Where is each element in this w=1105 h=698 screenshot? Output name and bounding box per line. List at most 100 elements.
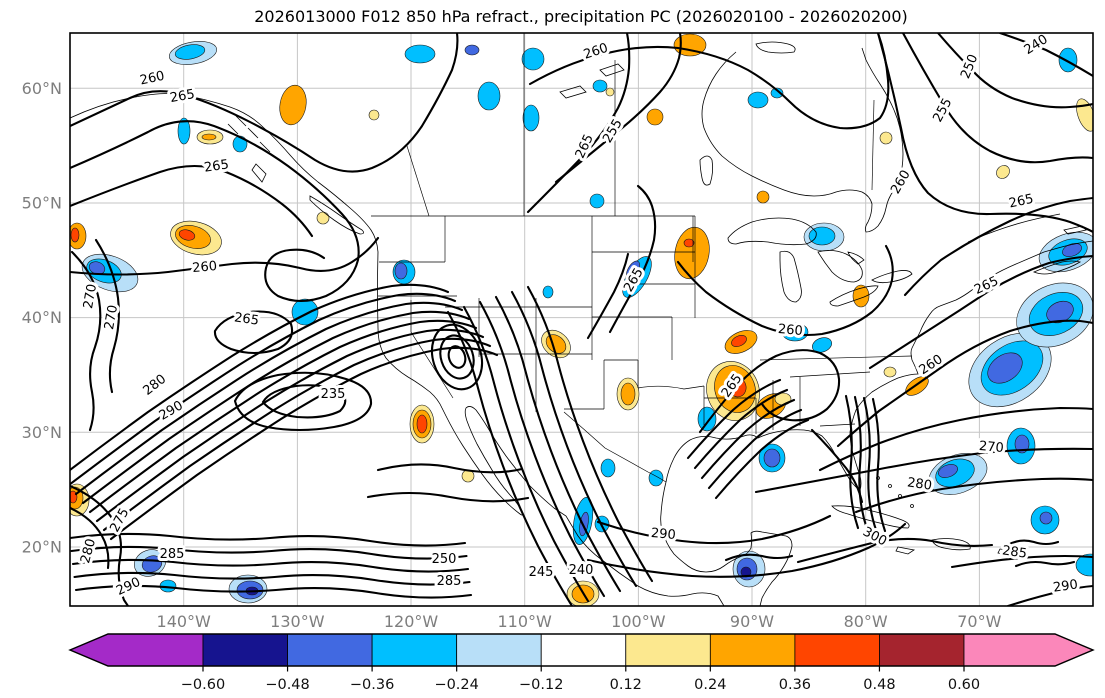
contour-label: 260: [582, 41, 610, 63]
precip-pc-patch: [70, 227, 80, 243]
x-tick-label: 100°W: [611, 612, 666, 631]
contour-label: 280: [906, 475, 933, 493]
precip-pc-patch: [996, 165, 1010, 179]
contour-label: 265: [169, 87, 196, 106]
contour-label: 255: [600, 117, 625, 146]
precip-pc-patch: [1075, 553, 1093, 577]
precip-pc-patch: [522, 104, 540, 132]
precip-pc-patch: [674, 226, 710, 280]
colorbar-segment: [540, 633, 627, 667]
contour-label: 250: [432, 552, 457, 567]
contour-label: 245: [529, 565, 554, 580]
precipitation-shading: [70, 33, 1093, 606]
contour-label: 285: [437, 574, 462, 589]
x-tick-label: 70°W: [957, 612, 1001, 631]
refractivity-contours: [70, 33, 1093, 606]
contour-label: 260: [777, 322, 803, 339]
colorbar-tick-label: −0.60: [181, 677, 225, 693]
precip-pc-patch: [620, 382, 636, 406]
x-tick-label: 140°W: [157, 612, 212, 631]
plot-frame: [69, 32, 1094, 607]
precip-pc-patch: [521, 47, 545, 71]
colorbar-segment: [625, 633, 711, 667]
contour-label: 265: [972, 274, 1001, 298]
colorbar-segment: [879, 633, 965, 667]
colorbar-tick-label: −0.36: [350, 677, 394, 693]
contour-label: 290: [1052, 577, 1079, 595]
colorbar-tick-label: 0.48: [863, 677, 895, 693]
precip-pc-patch: [770, 87, 784, 99]
precip-pc-patch: [279, 84, 307, 126]
precip-pc-patch: [1039, 511, 1053, 525]
precip-pc-patch: [477, 81, 501, 111]
precip-pc-patch: [592, 79, 608, 93]
precip-pc-patch: [648, 469, 664, 487]
contour-label: 265: [1008, 192, 1035, 212]
precip-pc-patch: [879, 131, 893, 145]
colorbar-tick-label: −0.24: [434, 677, 478, 693]
precip-pc-patch: [808, 226, 836, 246]
colorbar-under-arrow: [68, 633, 204, 667]
precip-pc-patch: [201, 133, 217, 141]
contour-label: 240: [569, 563, 594, 578]
precip-pc-patch: [174, 44, 206, 60]
precip-pc-patch: [589, 193, 605, 209]
contour-label: 265: [573, 132, 597, 161]
colorbar-segment: [202, 633, 288, 667]
precip-pc-patch: [697, 406, 717, 432]
x-tick-label: 120°W: [384, 612, 439, 631]
precip-pc-patch: [673, 33, 707, 57]
contour-label: 260: [139, 69, 166, 89]
precip-pc-patch: [1014, 434, 1030, 454]
precip-pc-patch: [178, 229, 196, 241]
y-tick-label: 60°N: [22, 79, 62, 98]
colorbar-segment: [709, 633, 796, 667]
contour-label: 280: [140, 372, 169, 399]
chart-title: 2026013000 F012 850 hPa refract., precip…: [254, 7, 908, 26]
contour-label: 255: [930, 96, 955, 125]
precip-pc-patch: [542, 285, 554, 299]
precip-pc-patch: [756, 190, 770, 204]
precip-pc-patch: [938, 464, 958, 478]
colorbar-tick-label: 0.24: [694, 677, 726, 693]
colorbar-tick-label: −0.48: [265, 677, 309, 693]
precip-pc-patch: [883, 366, 897, 378]
contour-label: 270: [81, 283, 100, 310]
x-tick-label: 90°W: [730, 612, 774, 631]
contour-label: 270: [978, 439, 1004, 456]
colorbar-segment: [287, 633, 373, 667]
precip-pc-patch: [404, 44, 436, 64]
precip-pc-patch: [368, 109, 380, 121]
colorbar-segment: [794, 633, 880, 667]
precip-pc-patch: [763, 448, 781, 468]
colorbar-tick-label: 0.12: [610, 677, 642, 693]
colorbar-tick-label: 0.36: [779, 677, 811, 693]
precip-pc-patch: [1058, 47, 1078, 73]
precip-pc-patch: [1062, 243, 1082, 257]
precip-pc-patch: [646, 108, 664, 126]
precip-pc-patch: [626, 260, 640, 280]
colorbar-over-arrow: [963, 633, 1095, 667]
colorbar-tick-label: −0.12: [519, 677, 563, 693]
precip-pc-patch: [600, 458, 616, 478]
contour-label: 285: [160, 547, 185, 562]
precip-pc-patch: [1076, 98, 1093, 132]
precip-pc-patch: [731, 335, 747, 347]
y-tick-label: 30°N: [22, 423, 62, 442]
colorbar: −0.60 −0.48 −0.36 −0.24 −0.12 0.12 0.24 0.36 0.4…: [68, 633, 1095, 693]
contour-label: 260: [192, 259, 218, 276]
x-axis-tick-labels: 140°W 130°W 120°W 110°W 100°W 90°W 80°W 70°W: [157, 612, 1002, 631]
precip-pc-patch: [291, 298, 319, 326]
y-axis-tick-labels: 60°N 50°N 40°N 30°N 20°N: [22, 79, 62, 557]
precip-pc-patch: [394, 262, 408, 280]
precip-pc-patch: [605, 87, 615, 97]
precip-pc-patch: [987, 352, 1023, 384]
contour-label: 240: [1022, 32, 1051, 58]
y-tick-label: 40°N: [22, 308, 62, 327]
contour-label: 235: [321, 387, 346, 402]
contour-label: 265: [233, 310, 260, 328]
colorbar-outline: [68, 633, 1095, 667]
precip-pc-patch: [852, 284, 870, 308]
precip-pc-patch: [747, 91, 769, 109]
